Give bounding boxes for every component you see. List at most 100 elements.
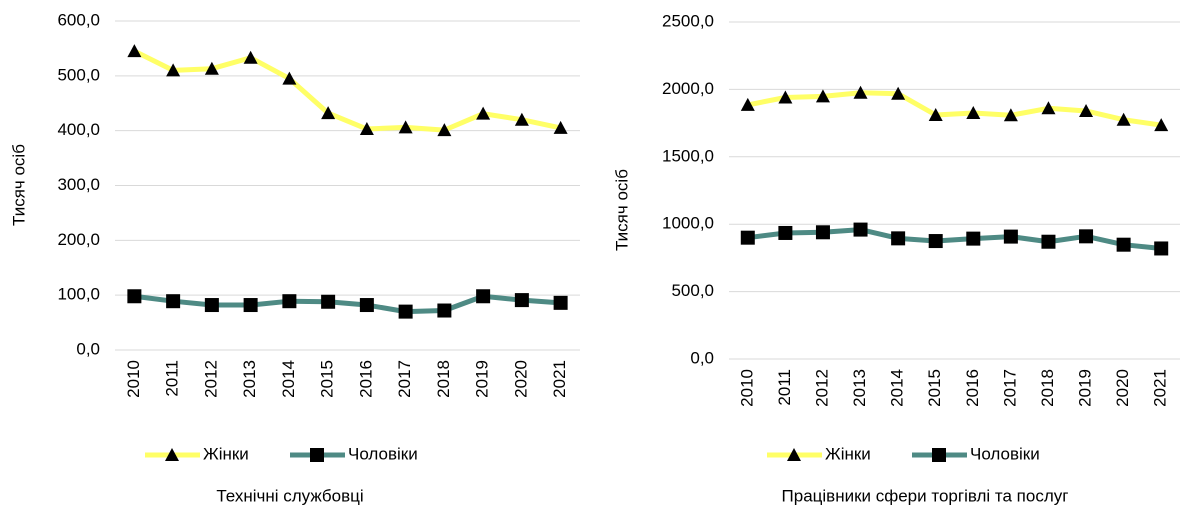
marker: [932, 448, 946, 462]
x-tick-label: 2017: [1000, 369, 1019, 407]
marker: [891, 86, 906, 100]
marker: [1003, 229, 1018, 244]
x-tick-label: 2015: [925, 369, 944, 407]
marker: [204, 298, 219, 313]
marker: [398, 304, 413, 319]
x-tick-label: 2018: [434, 360, 453, 398]
marker: [1116, 112, 1131, 126]
x-tick-label: 2021: [1151, 369, 1170, 407]
y-axis-title: Тисяч осіб: [9, 144, 28, 226]
marker: [966, 231, 981, 246]
y-tick-label: 500,0: [57, 65, 100, 84]
y-tick-label: 0,0: [76, 339, 100, 358]
marker: [815, 89, 830, 103]
marker: [243, 298, 258, 313]
marker: [282, 71, 297, 85]
marker: [437, 123, 452, 137]
marker: [398, 120, 413, 134]
marker: [476, 289, 491, 304]
marker: [928, 234, 943, 249]
legend-label: Чоловіки: [348, 444, 418, 463]
marker: [1079, 229, 1094, 244]
x-tick-label: 2011: [163, 360, 182, 397]
marker: [243, 50, 258, 64]
x-tick-label: 2017: [395, 360, 414, 398]
marker: [166, 63, 181, 77]
marker: [787, 448, 801, 461]
x-tick-label: 2019: [473, 360, 492, 398]
marker: [966, 105, 981, 119]
series-line: [133, 48, 562, 133]
x-tick-label: 2021: [550, 360, 569, 398]
marker: [514, 293, 529, 308]
y-tick-label: 1500,0: [662, 146, 714, 165]
series-line: [747, 90, 1162, 128]
y-tick-label: 400,0: [57, 120, 100, 139]
x-tick-label: 2016: [963, 369, 982, 407]
y-tick-label: 500,0: [671, 281, 714, 300]
marker: [853, 85, 868, 99]
legend-label: Жінки: [825, 444, 871, 463]
marker: [740, 230, 755, 245]
marker: [359, 122, 374, 136]
x-tick-label: 2010: [124, 360, 143, 398]
y-tick-label: 200,0: [57, 230, 100, 249]
marker: [321, 106, 336, 120]
x-tick-label: 2020: [511, 360, 530, 398]
x-tick-label: 2014: [279, 360, 298, 398]
y-tick-label: 0,0: [690, 348, 714, 367]
marker: [740, 97, 755, 111]
marker: [359, 298, 374, 313]
legend-label: Чоловіки: [970, 444, 1040, 463]
marker: [1116, 237, 1131, 252]
marker: [310, 448, 324, 462]
x-tick-label: 2015: [318, 360, 337, 398]
y-tick-label: 100,0: [57, 285, 100, 304]
legend-label: Жінки: [203, 444, 249, 463]
marker: [1041, 101, 1056, 115]
chart-title: Технічні службовці: [216, 486, 363, 505]
y-tick-label: 2000,0: [662, 79, 714, 98]
marker: [127, 289, 142, 304]
x-tick-label: 2013: [850, 369, 869, 407]
marker: [1079, 103, 1094, 117]
marker: [1041, 234, 1056, 249]
marker: [514, 112, 529, 126]
x-tick-label: 2012: [812, 369, 831, 407]
marker: [127, 44, 142, 58]
marker: [891, 231, 906, 246]
marker: [928, 108, 943, 122]
x-tick-label: 2010: [737, 369, 756, 407]
marker: [815, 225, 830, 240]
marker: [166, 294, 181, 309]
marker: [476, 106, 491, 120]
marker: [553, 295, 568, 310]
x-tick-label: 2012: [201, 360, 220, 398]
marker: [553, 120, 568, 134]
x-tick-label: 2016: [356, 360, 375, 398]
series-line: [747, 227, 1162, 251]
series-line: [134, 293, 561, 315]
marker: [853, 222, 868, 237]
y-axis-title: Тисяч осіб: [612, 169, 631, 251]
marker: [778, 225, 793, 240]
x-tick-label: 2019: [1076, 369, 1095, 407]
y-tick-label: 300,0: [57, 175, 100, 194]
marker: [204, 61, 219, 75]
marker: [437, 303, 452, 318]
x-tick-label: 2014: [888, 369, 907, 407]
marker: [1003, 108, 1018, 122]
marker: [778, 90, 793, 104]
marker: [321, 294, 336, 309]
marker: [282, 294, 297, 309]
marker: [1154, 118, 1169, 132]
x-tick-label: 2013: [240, 360, 259, 398]
y-tick-label: 2500,0: [662, 11, 714, 30]
x-tick-label: 2018: [1038, 369, 1057, 407]
marker: [165, 448, 179, 461]
x-tick-label: 2020: [1113, 369, 1132, 407]
chart-title: Працівники сфери торгівлі та послуг: [782, 486, 1069, 505]
y-tick-label: 600,0: [57, 10, 100, 29]
x-tick-label: 2011: [775, 369, 794, 406]
